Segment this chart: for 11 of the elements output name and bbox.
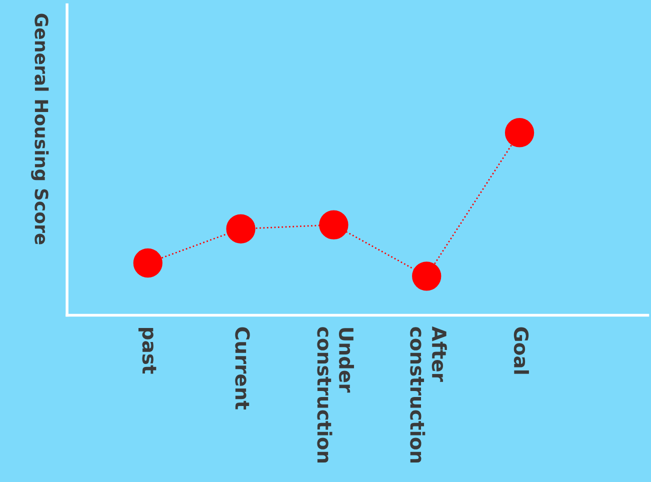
x-tick-label: Under construction bbox=[317, 327, 354, 463]
point bbox=[412, 262, 442, 291]
x-tick-label: After construction bbox=[410, 326, 447, 463]
point bbox=[319, 210, 348, 240]
x-tick-label: Current bbox=[235, 327, 250, 410]
point bbox=[133, 248, 162, 278]
x-tick-label: past bbox=[138, 328, 156, 374]
point bbox=[226, 214, 256, 244]
y-axis-title: General Housing Score bbox=[31, 14, 49, 244]
x-tick-label: Goal bbox=[514, 327, 529, 374]
point bbox=[504, 118, 534, 148]
